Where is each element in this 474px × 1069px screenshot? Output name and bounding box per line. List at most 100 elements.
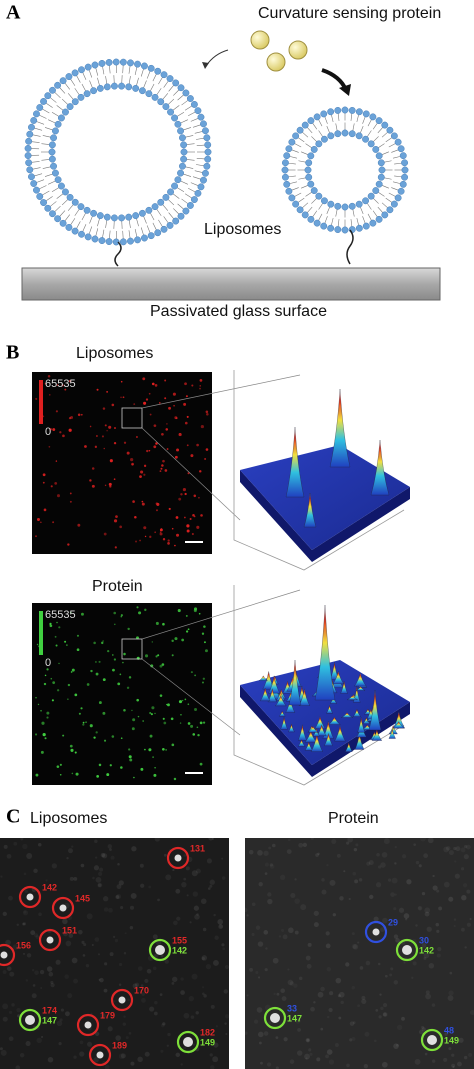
- lipid-tail: [394, 175, 402, 178]
- spot: [40, 750, 44, 754]
- peak: [353, 673, 367, 687]
- background-speck: [223, 989, 229, 994]
- background-speck: [393, 907, 396, 910]
- spot: [82, 723, 85, 726]
- spot: [196, 726, 199, 729]
- background-speck: [365, 960, 371, 966]
- lipid-head: [281, 166, 289, 174]
- background-speck: [180, 977, 184, 981]
- lipid-tail: [288, 162, 296, 165]
- spot: [181, 638, 185, 642]
- background-speck: [263, 850, 269, 856]
- lipid-head: [394, 194, 402, 202]
- background-speck: [23, 872, 27, 876]
- background-speck: [298, 842, 304, 848]
- background-speck: [209, 884, 213, 888]
- background-speck: [390, 967, 394, 971]
- lipid-head: [154, 229, 162, 237]
- spot: [42, 473, 46, 477]
- spot: [149, 734, 153, 738]
- spot: [161, 663, 165, 666]
- spot: [174, 544, 176, 547]
- lipid-head: [98, 59, 106, 67]
- lipid-tail: [331, 114, 334, 123]
- spot-ring: [148, 938, 172, 962]
- lipid-tail: [172, 193, 180, 199]
- lipid-head: [313, 219, 321, 227]
- background-speck: [421, 892, 426, 896]
- spot: [194, 674, 196, 677]
- spot: [118, 996, 126, 1004]
- spot: [173, 405, 175, 407]
- background-speck: [109, 952, 114, 957]
- spot: [56, 621, 58, 624]
- spot: [52, 681, 56, 685]
- background-speck: [461, 848, 466, 853]
- peak: [297, 724, 307, 741]
- background-speck: [191, 870, 198, 877]
- spot: [193, 609, 197, 613]
- lipid-head: [103, 83, 111, 91]
- lipid-head: [83, 90, 91, 98]
- lipid-head: [78, 230, 85, 238]
- background-speck: [23, 910, 28, 915]
- background-speck: [167, 1032, 171, 1037]
- background-speck: [466, 844, 471, 850]
- background-speck: [255, 925, 261, 930]
- background-speck: [153, 953, 159, 959]
- background-speck: [2, 911, 7, 917]
- lipid-head: [33, 110, 40, 118]
- background-speck: [103, 988, 108, 993]
- lipid-head: [401, 173, 409, 181]
- image-title: Liposomes: [76, 345, 153, 362]
- lipid-head: [179, 134, 186, 142]
- spot: [185, 395, 188, 398]
- lipid-tail: [391, 149, 399, 153]
- lipid-head: [369, 113, 377, 121]
- background-speck: [221, 876, 226, 880]
- lipid-head: [62, 188, 69, 196]
- spot: [180, 493, 183, 496]
- spot: [191, 533, 194, 536]
- background-speck: [466, 922, 471, 927]
- spot: [69, 611, 72, 614]
- spot: [150, 664, 154, 668]
- spot: [162, 622, 165, 626]
- background-speck: [380, 1006, 384, 1011]
- spot: [98, 660, 101, 663]
- background-speck: [122, 1022, 127, 1026]
- background-speck: [448, 896, 454, 902]
- background-speck: [401, 1016, 405, 1021]
- spot-label: 151: [62, 925, 77, 935]
- background-speck: [47, 1056, 54, 1063]
- background-speck: [418, 864, 422, 868]
- background-speck: [260, 1061, 263, 1065]
- background-speck: [310, 836, 314, 840]
- spot: [135, 540, 138, 543]
- spot: [171, 527, 174, 530]
- spot: [119, 673, 122, 676]
- lipid-tail: [128, 65, 131, 74]
- background-speck: [141, 992, 146, 996]
- lipid-head: [160, 71, 168, 79]
- background-speck: [364, 1032, 369, 1037]
- background-speck: [12, 944, 19, 950]
- background-speck: [412, 961, 417, 966]
- spot: [89, 724, 93, 728]
- spot: [144, 654, 149, 658]
- spot: [133, 776, 135, 779]
- lipid-tail: [381, 202, 388, 209]
- spot-label: 149: [200, 1037, 215, 1047]
- background-speck: [101, 853, 108, 859]
- background-speck: [328, 1007, 333, 1013]
- spot: [165, 428, 169, 431]
- lipid-tail: [294, 192, 302, 197]
- background-speck: [30, 930, 36, 936]
- lipid-head: [334, 130, 342, 138]
- background-speck: [411, 976, 414, 979]
- spot: [54, 481, 58, 485]
- lipid-head: [307, 180, 315, 188]
- peak: [314, 716, 326, 729]
- background-speck: [349, 1038, 353, 1042]
- spot: [123, 652, 126, 656]
